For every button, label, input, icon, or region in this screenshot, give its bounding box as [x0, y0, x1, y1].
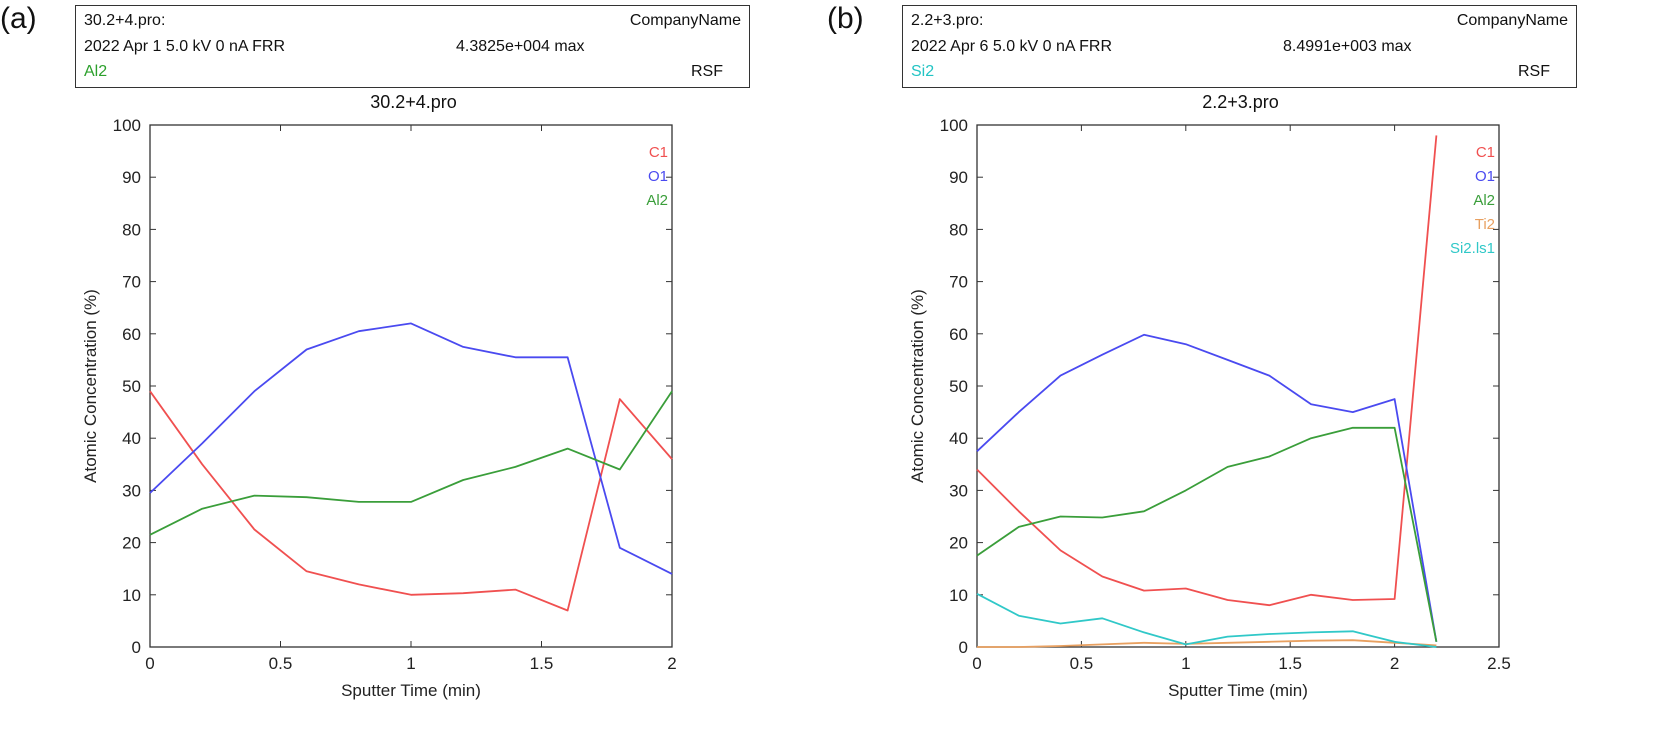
plot-frame	[976, 124, 1500, 648]
legend-entry: O1	[1475, 168, 1495, 185]
x-tick-label: 0	[972, 654, 981, 673]
chart-title: 2.2+3.pro	[1202, 92, 1279, 112]
y-tick-label: 30	[949, 481, 968, 500]
legend-entry: C1	[649, 144, 668, 161]
y-axis-label: Atomic Concentration (%)	[81, 289, 100, 483]
y-tick-label: 30	[122, 481, 141, 500]
legend-entry: Si2.ls1	[1450, 240, 1495, 257]
info-element: Si2	[911, 63, 935, 80]
info-filename: 2.2+3.pro:	[911, 12, 984, 29]
info-filename: 30.2+4.pro:	[84, 12, 166, 29]
x-tick-label: 0.5	[269, 654, 293, 673]
y-tick-label: 50	[122, 377, 141, 396]
series-line-c1	[976, 135, 1438, 607]
series-line-o1	[149, 322, 673, 575]
info-box: 30.2+4.pro: CompanyName 2022 Apr 1 5.0 k…	[75, 5, 750, 88]
y-tick-label: 70	[949, 273, 968, 292]
x-tick-label: 0.5	[1070, 654, 1094, 673]
x-tick-label: 1.5	[1278, 654, 1302, 673]
x-axis-label: Sputter Time (min)	[1168, 681, 1308, 700]
x-tick-label: 1	[1181, 654, 1190, 673]
y-tick-label: 10	[122, 586, 141, 605]
legend-entry: C1	[1476, 144, 1495, 161]
y-tick-label: 80	[122, 220, 141, 239]
info-rsf: RSF	[691, 63, 723, 80]
series-line-si2-ls1	[976, 593, 1437, 648]
info-date-line: 2022 Apr 1 5.0 kV 0 nA FRR	[84, 38, 286, 55]
y-tick-label: 50	[949, 377, 968, 396]
info-box: 2.2+3.pro: CompanyName 2022 Apr 6 5.0 kV…	[902, 5, 1577, 88]
y-tick-label: 40	[122, 429, 141, 448]
y-tick-label: 0	[959, 638, 968, 657]
panel-b: (b) 2.2+3.pro: CompanyName 2022 Apr 6 5.…	[827, 0, 1654, 745]
y-tick-label: 40	[949, 429, 968, 448]
legend-entry: Al2	[1473, 192, 1495, 209]
panel-letter: (b)	[827, 2, 864, 35]
info-rsf: RSF	[1518, 63, 1550, 80]
y-tick-label: 20	[949, 534, 968, 553]
legend-entry: Al2	[646, 192, 668, 209]
y-tick-label: 0	[132, 638, 141, 657]
y-tick-label: 90	[122, 168, 141, 187]
y-tick-label: 90	[949, 168, 968, 187]
info-company: CompanyName	[1456, 12, 1568, 29]
x-tick-label: 2	[667, 654, 676, 673]
y-tick-label: 60	[122, 325, 141, 344]
line-chart-a: 0 10 20 30 40 50 60 70 80 90 100 0 0.5 1 1.5 2 Sputter T…	[81, 116, 677, 700]
panel-letter: (a)	[0, 2, 37, 35]
info-company: CompanyName	[629, 12, 741, 29]
y-tick-label: 80	[949, 220, 968, 239]
x-tick-label: 0	[145, 654, 154, 673]
panel-a: (a) 30.2+4.pro: CompanyName 2022 Apr 1 5…	[0, 2, 750, 700]
x-tick-label: 1.5	[530, 654, 554, 673]
info-element: Al2	[84, 63, 108, 80]
x-tick-label: 2.5	[1487, 654, 1511, 673]
info-date-line: 2022 Apr 6 5.0 kV 0 nA FRR	[911, 38, 1113, 55]
legend-entry: Ti2	[1475, 216, 1495, 233]
legend-entry: O1	[648, 168, 668, 185]
chart-title: 30.2+4.pro	[370, 92, 457, 112]
series-line-al2	[149, 390, 673, 536]
x-axis-label: Sputter Time (min)	[341, 681, 481, 700]
info-max: 8.4991e+003 max	[1283, 38, 1412, 55]
y-tick-label: 70	[122, 273, 141, 292]
plot-frame	[149, 124, 673, 648]
series-line-ti2	[977, 639, 1437, 648]
y-tick-label: 10	[949, 586, 968, 605]
info-max: 4.3825e+004 max	[456, 38, 585, 55]
series-line-c1	[149, 390, 673, 612]
y-axis-label: Atomic Concentration (%)	[908, 289, 927, 483]
x-tick-label: 2	[1390, 654, 1399, 673]
line-chart-b: 0 10 20 30 40 50 60 70 80 90 100 0 0.5 1 1.5 2 2.5 Sputte…	[908, 116, 1511, 700]
series-line-o1	[976, 333, 1438, 642]
y-tick-label: 60	[949, 325, 968, 344]
y-tick-label: 100	[113, 116, 141, 135]
y-tick-label: 20	[122, 534, 141, 553]
series-line-al2	[976, 426, 1438, 642]
y-tick-label: 100	[940, 116, 968, 135]
x-tick-label: 1	[406, 654, 415, 673]
